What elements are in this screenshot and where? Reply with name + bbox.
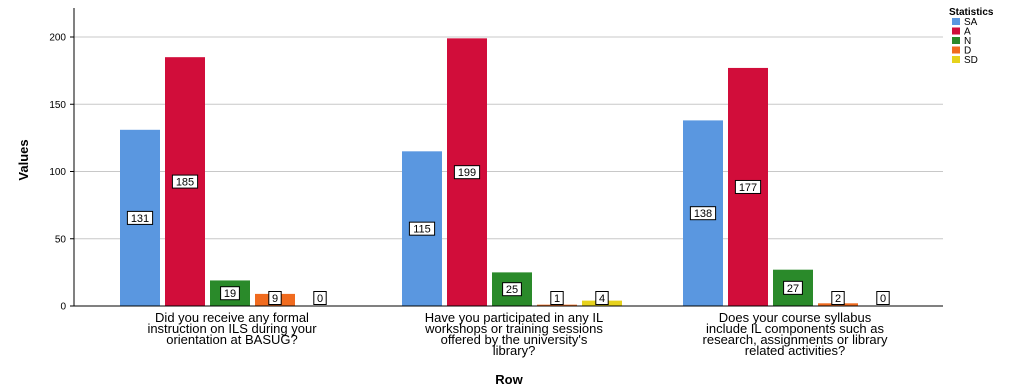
x-category-line: Have you participated in any IL [425,310,604,325]
data-label-box [453,165,481,180]
data-label: 138 [689,206,717,221]
data-label: 115 [408,221,436,236]
data-label: 131 [126,210,154,225]
x-category-line: library? [493,343,536,358]
x-category-line: include IL components such as [706,321,885,336]
data-label: 0 [313,291,327,305]
legend-label: N [964,36,971,47]
data-label-text: 19 [224,288,236,300]
data-label-text: 185 [176,177,194,189]
data-label: 4 [595,291,609,305]
legend-swatch [952,56,960,63]
data-label: 25 [502,282,522,297]
data-label-box [313,291,327,305]
x-category-line: Did you receive any formal [155,310,309,325]
data-label-text: 131 [131,213,149,225]
x-category-line: instruction on ILS during your [147,321,317,336]
data-label-box [783,280,803,295]
data-label-text: 25 [506,284,518,296]
y-axis-ticks: 0 50 100 150 200 [49,33,74,313]
data-label-text: 177 [739,182,757,194]
data-label-box [831,291,845,305]
y-axis-title: Values [16,139,31,180]
data-label: 2 [831,291,845,305]
x-category-label: Have you participated in any ILworkshops… [424,310,603,358]
x-category-line: workshops or training sessions [424,321,603,336]
data-label: 0 [876,291,890,305]
data-label: 19 [220,286,240,301]
data-label-box [502,282,522,297]
legend-label: SD [964,55,978,66]
legend-label: A [964,27,971,38]
legend-swatch [952,27,960,35]
x-category-line: related activities? [745,343,845,358]
legend-swatch [952,18,960,25]
x-category-line: offered by the university's [441,332,588,347]
y-tick-label: 0 [60,302,66,313]
data-label: 177 [734,179,762,194]
data-labels: 131 115 138 185 199 177 19 25 27 9 1 2 0 4 0 [126,165,890,305]
bars [120,38,858,306]
data-label: 1 [550,291,564,305]
data-label-box [408,221,436,236]
legend-swatch [952,46,960,54]
y-tick-label: 200 [49,33,66,44]
y-tick-label: 50 [55,234,67,245]
data-label-text: 1 [554,293,560,305]
legend-label: D [964,46,971,57]
data-label-text: 138 [694,208,712,220]
data-label-box [876,291,890,305]
data-label-text: 4 [599,293,605,305]
data-label: 27 [783,280,803,295]
data-label-text: 2 [835,293,841,305]
data-label: 185 [171,174,199,189]
legend-title: Statistics [949,7,994,18]
x-category-line: research, assignments or library [703,332,888,347]
data-label-text: 9 [272,293,278,305]
axes [73,8,943,307]
y-tick-label: 100 [49,167,66,178]
legend-swatch [952,37,960,44]
data-label-box [220,286,240,301]
legend-label: SA [964,17,978,28]
y-tick-label: 150 [49,100,66,111]
data-label: 9 [268,291,282,305]
data-label-box [689,206,717,221]
x-category-line: Does your course syllabus [719,310,872,325]
x-category-line: orientation at BASUG? [166,332,298,347]
data-label-text: 0 [317,293,323,305]
data-label: 199 [453,165,481,180]
data-label-text: 0 [880,293,886,305]
bar [537,304,577,306]
data-label-box [595,291,609,305]
data-label-box [550,291,564,305]
data-label-box [268,291,282,305]
data-label-text: 199 [458,167,476,179]
data-label-box [171,174,199,189]
data-label-text: 115 [413,224,431,236]
data-label-box [126,210,154,225]
grid-lines [74,36,943,240]
x-axis-title: Row [495,372,523,387]
data-label-text: 27 [787,283,799,295]
data-label-box [734,179,762,194]
